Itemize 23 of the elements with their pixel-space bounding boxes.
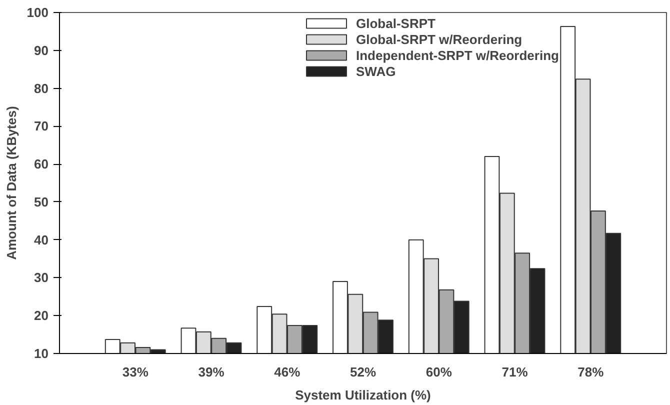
legend-label: Independent-SRPT w/Reordering: [356, 47, 559, 63]
y-tick-label: 80: [34, 80, 49, 96]
x-tick-label: 78%: [578, 364, 604, 380]
legend-label: Global-SRPT w/Reordering: [356, 31, 522, 47]
y-tick-label: 20: [34, 308, 49, 324]
y-tick-label: 30: [34, 270, 49, 286]
x-axis-title: System Utilization (%): [295, 388, 431, 402]
y-tick-label: 100: [26, 5, 49, 20]
y-tick-label: 50: [34, 194, 49, 210]
legend-label: Global-SRPT: [356, 15, 436, 31]
legend-label: SWAG: [356, 63, 396, 79]
x-tick-label: 52%: [350, 364, 376, 380]
x-tick-label: 46%: [274, 364, 301, 380]
x-tick-label: 60%: [426, 364, 452, 380]
y-tick-label: 10: [34, 346, 49, 361]
y-tick-label: 40: [34, 232, 49, 248]
y-axis-title: Amount of Data (KBytes): [4, 106, 19, 260]
x-tick-label: 39%: [198, 364, 225, 380]
x-tick-label: 71%: [502, 364, 528, 380]
x-tick-label: 33%: [122, 364, 149, 380]
y-tick-label: 70: [34, 118, 49, 134]
y-tick-label: 90: [34, 42, 49, 58]
y-tick-label: 60: [34, 156, 49, 172]
